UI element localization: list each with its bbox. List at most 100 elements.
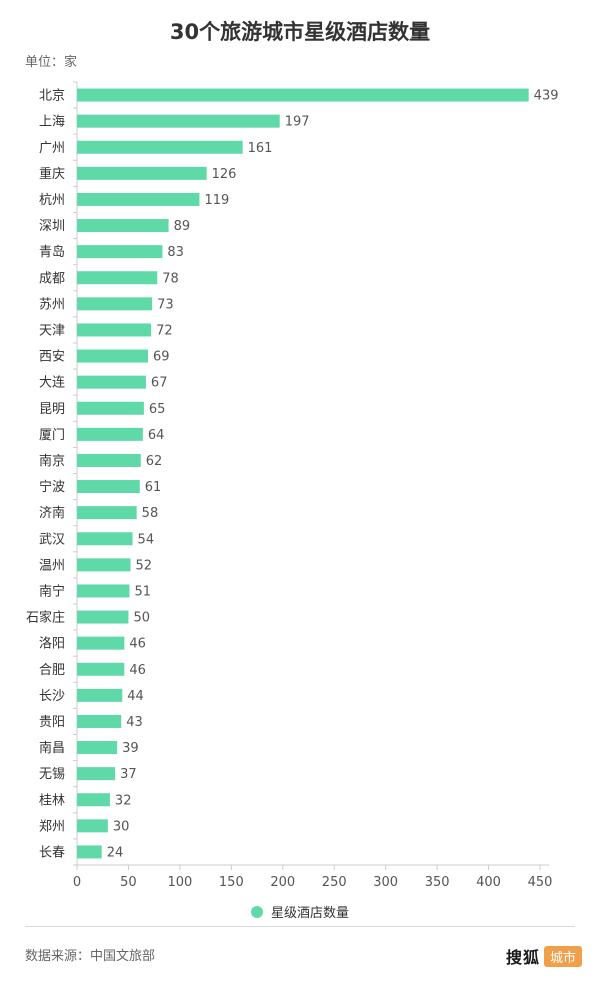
category-label: 昆明 [39,402,65,417]
bar[interactable] [77,140,243,154]
value-label: 78 [162,271,179,286]
category-label: 西安 [39,350,65,365]
category-label: 无锡 [39,767,65,782]
value-label: 197 [285,115,310,130]
category-label: 合肥 [39,663,65,678]
bar[interactable] [77,584,130,598]
bar[interactable] [77,688,123,702]
x-tick-label: 350 [425,875,450,890]
category-label: 宁波 [39,479,65,495]
value-label: 65 [149,402,166,417]
bar[interactable] [77,375,146,389]
value-label: 73 [157,297,174,312]
value-label: 126 [212,167,237,182]
logo-tag: 城市 [543,945,582,967]
value-label: 119 [204,193,229,208]
category-label: 武汉 [39,532,65,547]
x-tick-label: 200 [270,875,295,890]
category-label: 广州 [39,141,65,156]
bar[interactable] [77,532,133,546]
category-label: 杭州 [39,193,65,208]
category-label: 桂林 [39,793,65,808]
x-tick-label: 0 [73,875,81,890]
bar[interactable] [77,88,529,102]
legend-swatch [250,905,263,918]
x-tick-label: 50 [120,875,137,890]
category-label: 天津 [39,323,65,338]
bar[interactable] [77,558,131,572]
value-label: 30 [113,819,130,834]
logo-main-text: 搜狐 [505,948,540,967]
value-label: 54 [138,532,155,547]
value-label: 51 [134,584,151,599]
category-label: 大连 [39,375,65,391]
footer-divider [25,926,575,927]
bar-chart: 北京 439 上海 197 广州 161 重庆 126 杭州 119 深圳 89 青岛 83 成都 78 苏州 7… [26,81,559,890]
category-label: 温州 [39,558,65,573]
value-label: 61 [145,480,162,495]
bar[interactable] [77,114,280,128]
bar[interactable] [77,245,163,259]
bar[interactable] [77,819,108,833]
bar[interactable] [77,297,153,311]
category-label: 南昌 [39,740,65,756]
category-label: 重庆 [39,166,65,182]
bar[interactable] [77,506,137,520]
bar[interactable] [77,427,143,441]
value-label: 64 [148,428,165,443]
bar[interactable] [77,349,148,363]
x-tick-label: 400 [476,875,501,890]
value-label: 83 [167,245,184,260]
value-label: 62 [146,454,163,469]
value-label: 67 [151,376,168,391]
x-tick-label: 100 [167,875,192,890]
value-label: 37 [120,767,137,782]
bar[interactable] [77,219,169,233]
value-label: 43 [126,715,143,730]
bar[interactable] [77,323,152,337]
bar[interactable] [77,271,158,285]
value-label: 439 [534,89,559,104]
category-label: 厦门 [39,428,65,443]
x-tick-label: 250 [322,875,347,890]
bar[interactable] [77,793,110,807]
value-label: 69 [153,350,170,365]
value-label: 39 [122,741,139,756]
value-label: 161 [248,141,273,156]
value-label: 50 [133,611,150,626]
bar[interactable] [77,636,125,650]
value-label: 44 [127,689,144,704]
category-label: 南宁 [39,583,65,599]
bar[interactable] [77,662,125,676]
bar[interactable] [77,767,116,781]
category-label: 成都 [39,271,65,286]
bar[interactable] [77,166,207,180]
brand-logo: 搜狐 城市 [506,944,582,968]
bar[interactable] [77,192,200,206]
value-label: 58 [142,506,159,521]
bar[interactable] [77,453,141,467]
x-tick-label: 450 [528,875,553,890]
value-label: 72 [156,323,173,338]
value-label: 32 [115,793,132,808]
x-tick-label: 300 [373,875,398,890]
bar[interactable] [77,610,129,624]
bar[interactable] [77,401,144,415]
category-label: 济南 [39,505,65,521]
bar[interactable] [77,714,122,728]
category-label: 深圳 [39,219,65,234]
category-label: 石家庄 [26,610,65,626]
category-label: 长沙 [39,689,65,704]
unit-label: 单位：家 [25,55,78,70]
category-label: 上海 [39,115,65,130]
category-label: 郑州 [39,819,65,834]
bar[interactable] [77,480,140,494]
value-label: 24 [107,845,124,860]
category-label: 青岛 [39,244,65,260]
bar[interactable] [77,845,102,859]
chart-title: 30个旅游城市星级酒店数量 [169,20,431,44]
bar[interactable] [77,741,118,755]
category-label: 南京 [39,453,65,469]
legend[interactable]: 星级酒店数量 [0,902,600,921]
